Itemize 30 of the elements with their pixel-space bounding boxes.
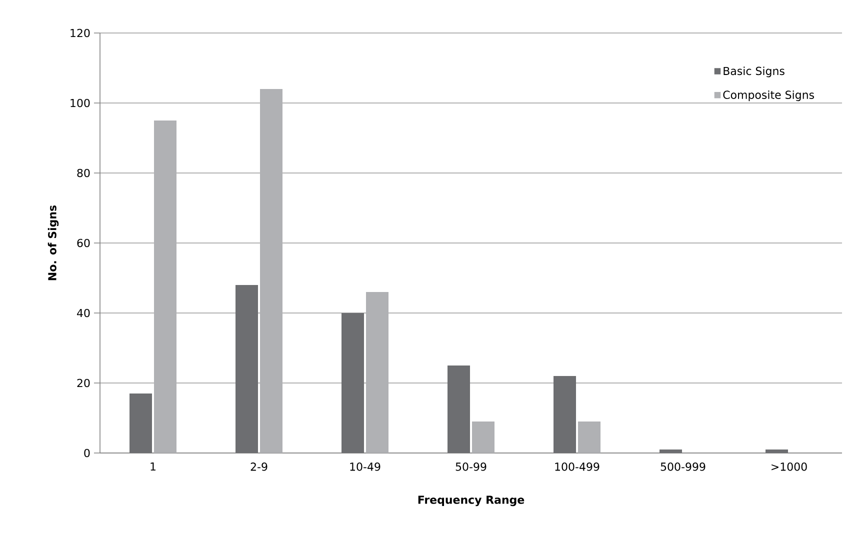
bar [366,292,389,453]
bar [130,394,152,453]
bar [154,120,176,453]
x-tick-label: >1000 [772,462,807,471]
x-tick-label: 50-99 [456,462,486,471]
bar [578,422,601,453]
y-axis-title: No. of Signs [48,205,59,280]
y-tick-label: 0 [84,448,90,458]
x-tick-label: 500-999 [660,462,706,471]
x-tick-label: 1 [150,462,156,471]
bar [260,88,282,453]
bar [766,450,788,453]
y-tick-label: 40 [77,308,90,318]
bar [554,376,576,453]
bar [660,450,682,453]
bar [342,313,364,453]
x-tick-label: 2-9 [250,462,268,471]
legend-label: Composite Signs [723,90,814,102]
legend-label: Basic Signs [724,66,784,78]
y-tick-label: 60 [77,238,90,248]
y-tick-label: 100 [70,98,90,108]
bar [472,422,495,453]
y-tick-label: 80 [77,168,90,178]
x-axis-title: Frequency Range [418,496,524,506]
bar [448,366,470,453]
bar [236,284,258,453]
y-tick-label: 20 [77,378,90,388]
y-tick-label: 120 [70,28,90,38]
x-tick-label: 10-49 [350,462,380,471]
x-tick-label: 100-499 [555,462,600,471]
